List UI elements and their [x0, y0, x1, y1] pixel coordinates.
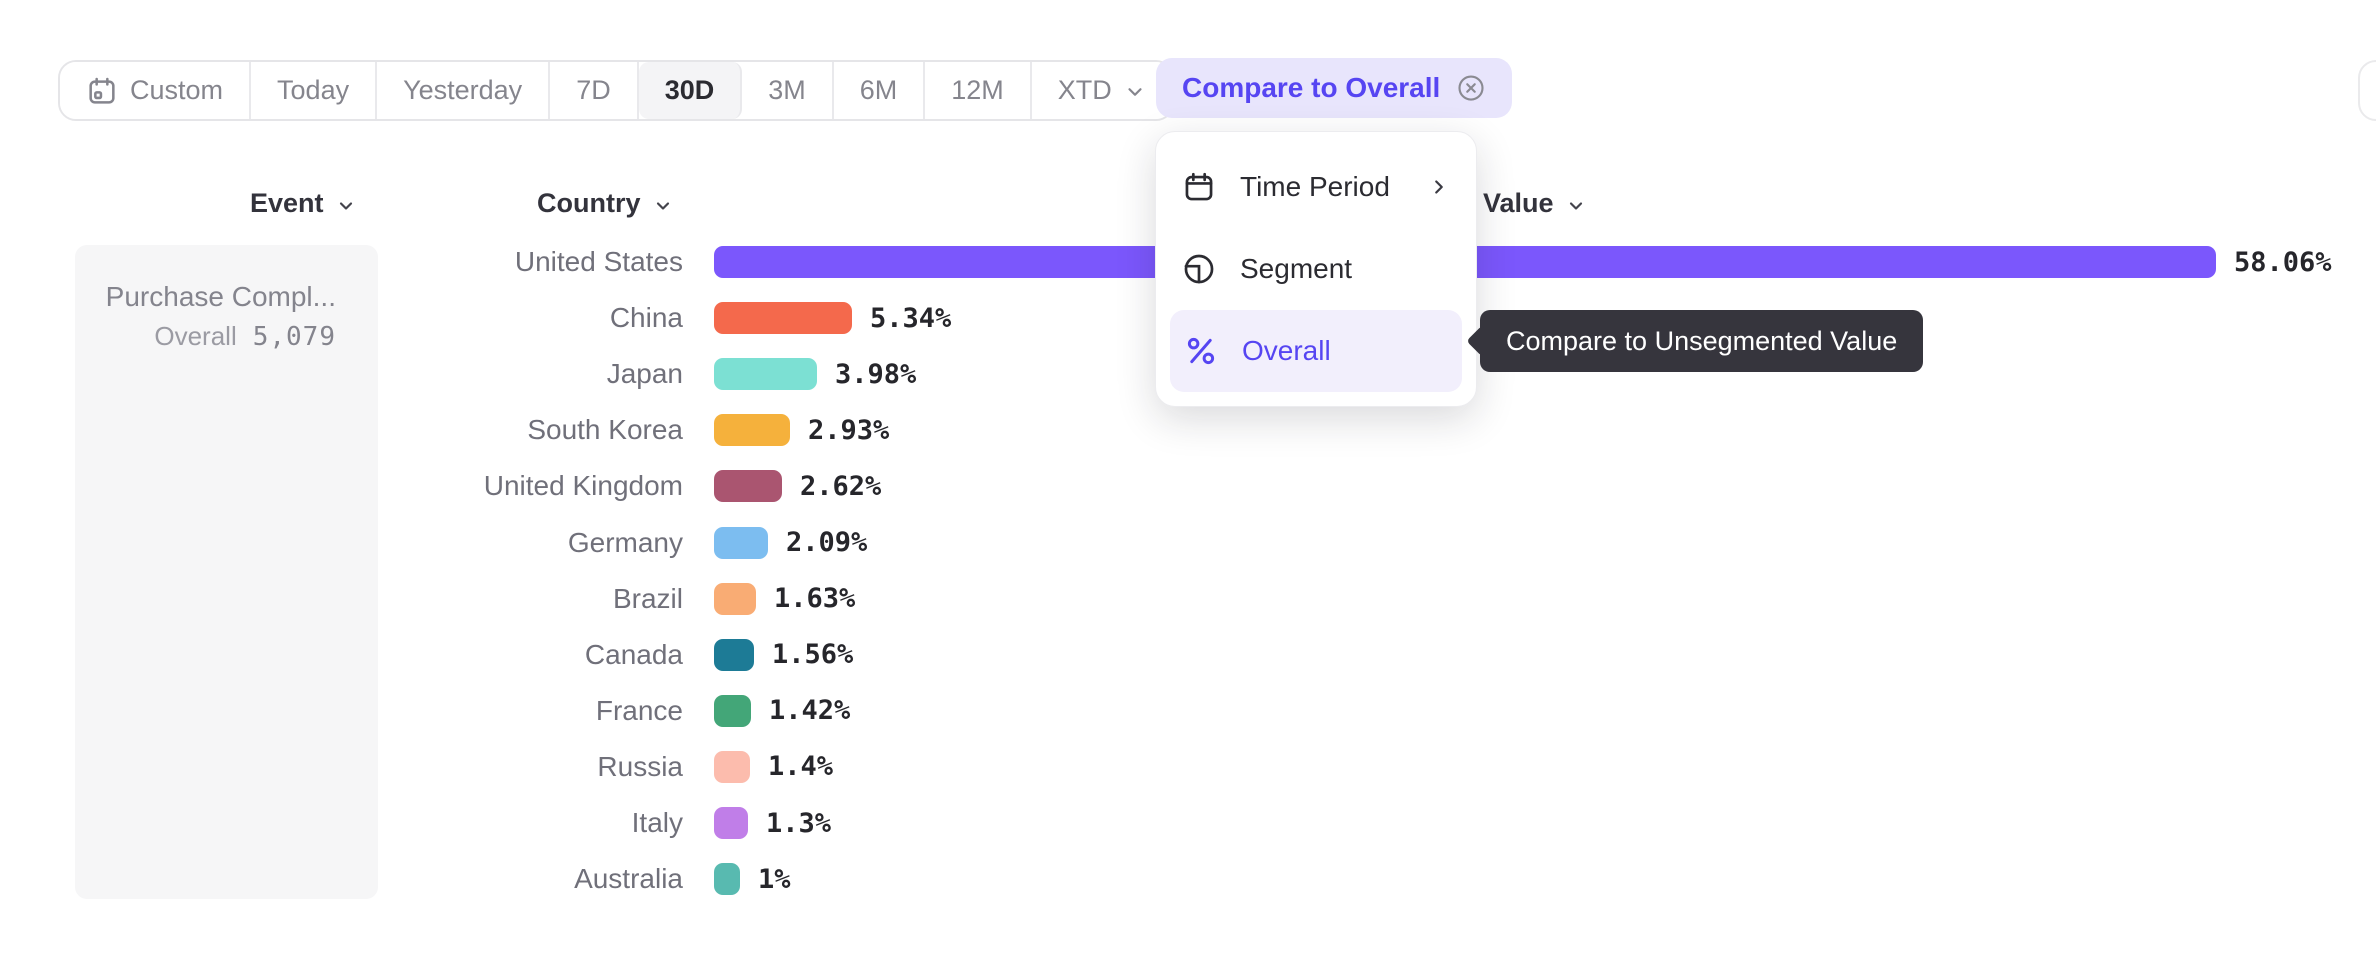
chevron-down-icon	[1569, 201, 1582, 210]
segment-icon	[1182, 252, 1216, 286]
percent-icon	[1184, 334, 1218, 368]
circle-x-icon[interactable]	[1456, 73, 1486, 103]
country-bar[interactable]	[714, 414, 790, 447]
range-label: Custom	[130, 75, 224, 105]
event-column-header[interactable]: Event	[250, 188, 356, 219]
range-12m-button[interactable]: 12M	[925, 62, 1032, 119]
country-bar[interactable]	[714, 526, 768, 559]
country-label: Japan	[606, 358, 683, 390]
menu-item-segment[interactable]: Segment	[1156, 228, 1476, 310]
calendar-icon	[86, 75, 118, 107]
country-label: United States	[514, 246, 683, 277]
chart-row: Canada 1.56%	[0, 627, 2376, 683]
bar-value: 3.98%	[835, 358, 917, 390]
range-custom-button[interactable]: Custom	[60, 62, 252, 119]
menu-item-time-period[interactable]: Time Period	[1156, 146, 1476, 228]
country-column-header[interactable]: Country	[537, 188, 673, 219]
compare-dropdown-menu: Time Period Segment Overall	[1155, 131, 1477, 407]
bar-value: 2.93%	[808, 414, 890, 446]
chart-row: South Korea 2.93%	[0, 402, 2376, 458]
bar-value: 2.62%	[800, 470, 882, 502]
chart-row: Japan 3.98%	[0, 346, 2376, 402]
bar-value: 1%	[758, 863, 791, 895]
country-bar[interactable]	[714, 807, 748, 839]
event-card[interactable]: Purchase Compl... Overall 5,079	[75, 245, 378, 899]
country-bar[interactable]	[714, 358, 817, 391]
chart-row: France 1.42%	[0, 683, 2376, 739]
country-label: United Kingdom	[483, 470, 683, 502]
range-30d-button[interactable]: 30D	[638, 62, 743, 119]
bar-value: 1.3%	[766, 807, 832, 839]
country-bar[interactable]	[714, 302, 852, 335]
country-bar[interactable]	[714, 750, 750, 783]
overall-label: Overall	[154, 321, 237, 351]
range-yesterday-button[interactable]: Yesterday	[377, 62, 551, 119]
compare-label: Compare to Overall	[1182, 72, 1441, 103]
bar-value: 1.42%	[769, 695, 851, 727]
calendar-icon	[1182, 170, 1216, 204]
chart-row: United Kingdom 2.62%	[0, 458, 2376, 514]
chart-row: China 5.34%	[0, 290, 2376, 346]
chart-row: Australia 1%	[0, 851, 2376, 907]
country-bar[interactable]	[714, 470, 782, 503]
chevron-right-icon	[1428, 176, 1450, 198]
range-today-button[interactable]: Today	[251, 62, 378, 119]
compare-to-overall-button[interactable]: Compare to Overall	[1156, 58, 1513, 118]
bar-value: 1.63%	[774, 583, 856, 615]
chart-row: Russia 1.4%	[0, 739, 2376, 795]
country-bar[interactable]	[714, 638, 754, 671]
bar-value: 1.4%	[768, 751, 834, 783]
country-label: Australia	[574, 863, 683, 895]
chevron-down-icon	[656, 201, 669, 210]
chevron-down-icon	[1124, 78, 1146, 103]
country-label: South Korea	[527, 414, 683, 446]
chart-row: Brazil 1.63%	[0, 571, 2376, 627]
menu-item-overall[interactable]: Overall	[1170, 310, 1462, 392]
country-label: China	[609, 302, 683, 334]
range-3m-button[interactable]: 3M	[742, 62, 834, 119]
range-7d-button[interactable]: 7D	[550, 62, 639, 119]
country-bar[interactable]	[714, 863, 740, 896]
date-range-toolbar: Custom Today Yesterday 7D 30D 3M 6M 12M …	[58, 60, 1174, 121]
event-name: Purchase Compl...	[105, 281, 336, 312]
country-bar[interactable]	[714, 582, 756, 615]
bar-value: 1.56%	[772, 639, 854, 671]
clipped-toolbar-button[interactable]	[2358, 60, 2376, 121]
range-6m-button[interactable]: 6M	[833, 62, 926, 119]
country-bar[interactable]	[714, 694, 751, 727]
bar-value: 58.06%	[2234, 246, 2332, 278]
range-xtd-button[interactable]: XTD	[1031, 62, 1172, 119]
country-label: Brazil	[612, 582, 683, 614]
chart-row: Germany 2.09%	[0, 515, 2376, 571]
country-label: Canada	[584, 638, 683, 670]
country-label: Russia	[597, 750, 683, 782]
bar-value: 2.09%	[786, 527, 868, 558]
bar-value: 5.34%	[870, 302, 952, 334]
country-label: Italy	[631, 807, 683, 838]
country-label: Germany	[567, 526, 683, 558]
country-label: France	[595, 694, 683, 726]
overall-value: 5,079	[252, 322, 336, 352]
event-overall-row: Overall 5,079	[75, 321, 336, 352]
tooltip-text: Compare to Unsegmented Value	[1506, 325, 1898, 356]
value-column-header[interactable]: Value	[1483, 188, 1586, 219]
chart-row: Italy 1.3%	[0, 795, 2376, 851]
chevron-down-icon	[339, 201, 352, 210]
tooltip: Compare to Unsegmented Value	[1466, 310, 1924, 372]
